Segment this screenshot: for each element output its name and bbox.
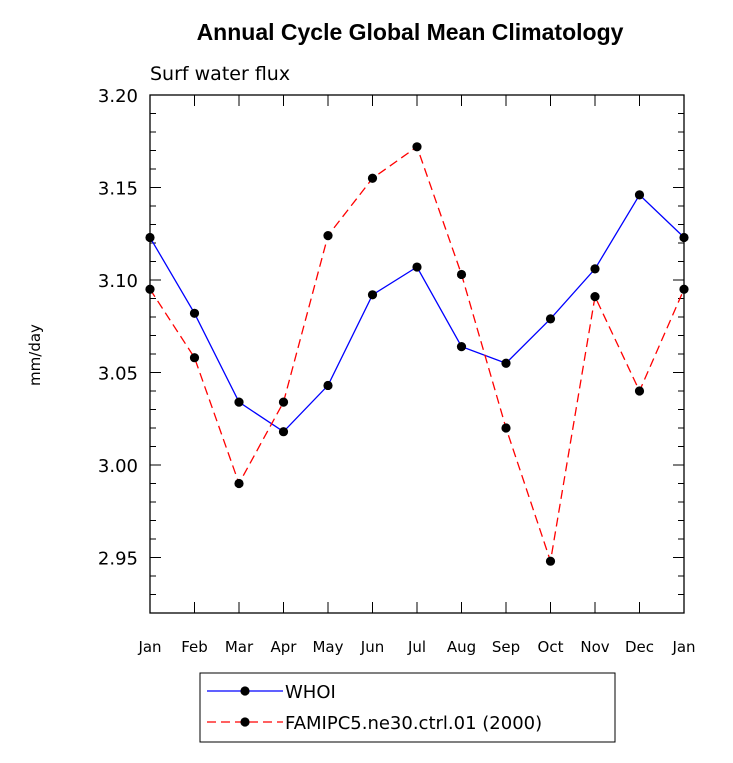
data-point <box>145 284 155 294</box>
data-point <box>189 353 200 363</box>
legend-marker <box>240 686 250 696</box>
data-point <box>545 314 556 324</box>
y-axis-label: mm/day <box>26 324 44 386</box>
y-tick-label: 3.00 <box>98 456 138 477</box>
data-point <box>367 290 378 300</box>
x-tick-label: Jan <box>137 638 161 656</box>
data-point <box>634 386 645 396</box>
y-tick-label: 2.95 <box>98 549 138 570</box>
x-tick-label: Jan <box>671 638 695 656</box>
data-point <box>234 397 244 407</box>
legend-label: FAMIPC5.ne30.ctrl.01 (2000) <box>285 713 542 734</box>
x-tick-label: May <box>312 638 343 656</box>
data-point <box>278 397 289 407</box>
series-layer <box>145 142 689 566</box>
legend-box <box>199 672 616 743</box>
series-line <box>149 145 685 562</box>
data-point <box>501 358 511 368</box>
data-point <box>412 142 422 152</box>
x-tick-label: Sep <box>492 638 520 656</box>
chart-title: Annual Cycle Global Mean Climatology <box>197 19 624 45</box>
data-point <box>323 380 333 391</box>
legend-marker <box>240 717 250 727</box>
y-tick-label: 3.10 <box>98 271 138 292</box>
y-tick-label: 3.20 <box>98 86 138 107</box>
axis-ticks: 2.95 3.00 3.05 3.10 3.15 3.20 Jan Feb Mar Apr May J… <box>98 86 696 656</box>
data-point <box>456 342 467 352</box>
plot-frame <box>149 94 685 614</box>
x-tick-label: Apr <box>271 638 298 656</box>
legend: WHOI FAMIPC5.ne30.ctrl.01 (2000) <box>199 672 616 743</box>
x-tick-label: Jun <box>360 638 384 656</box>
y-tick-label: 3.05 <box>98 364 138 385</box>
y-tick-label: 3.15 <box>98 179 138 200</box>
legend-label: WHOI <box>285 682 336 703</box>
data-point <box>456 269 467 280</box>
data-point <box>323 231 333 241</box>
data-point <box>501 423 511 433</box>
x-tick-label: Mar <box>225 638 254 656</box>
x-tick-label: Dec <box>625 638 654 656</box>
data-point <box>145 232 155 243</box>
data-point <box>412 262 422 272</box>
series-line <box>149 193 685 433</box>
x-tick-label: Aug <box>447 638 476 656</box>
x-tick-label: Feb <box>181 638 208 656</box>
data-point <box>545 556 556 566</box>
data-point <box>367 173 378 183</box>
x-tick-label: Oct <box>538 638 564 656</box>
data-point <box>590 264 600 274</box>
data-point <box>278 427 289 437</box>
x-tick-label: Jul <box>407 638 426 656</box>
data-point <box>679 232 689 243</box>
data-point <box>234 478 244 489</box>
chart-subtitle: Surf water flux <box>150 63 290 85</box>
data-point <box>590 292 600 302</box>
data-point <box>679 284 689 294</box>
x-tick-label: Nov <box>580 638 609 656</box>
data-point <box>634 190 645 200</box>
data-point <box>189 308 200 318</box>
